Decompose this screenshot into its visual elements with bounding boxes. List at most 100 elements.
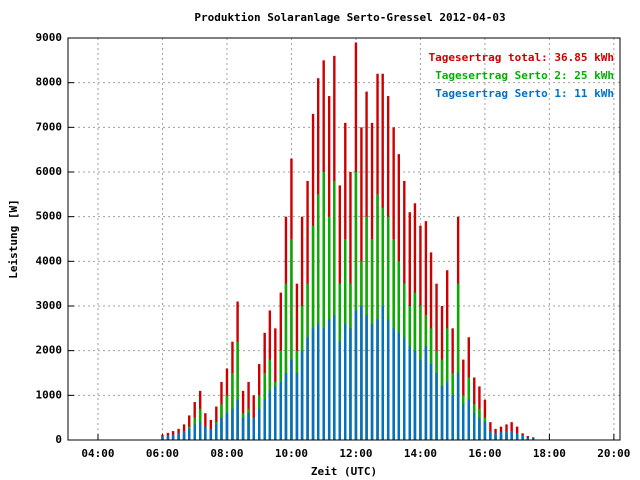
bar (300, 350, 304, 440)
bar (274, 386, 277, 440)
bar (344, 323, 347, 440)
bar (225, 413, 229, 440)
bar (403, 337, 406, 440)
y-tick-label: 1000 (36, 388, 63, 401)
y-tick-label: 4000 (36, 254, 63, 267)
bar (419, 359, 422, 440)
bar (424, 346, 428, 440)
bar (204, 426, 207, 440)
x-tick-label: 14:00 (404, 447, 437, 460)
bar (521, 435, 524, 440)
bar (198, 422, 202, 440)
bar (284, 283, 288, 440)
y-tick-label: 3000 (36, 299, 63, 312)
legend-entry: Tagesertrag Serto 1: 11 kWh (435, 87, 614, 100)
legend-entry: Tagesertrag Serto 2: 25 kWh (435, 69, 614, 82)
bar (188, 428, 191, 440)
y-tick-label: 5000 (36, 210, 63, 223)
x-tick-label: 16:00 (468, 447, 501, 460)
x-axis-label: Zeit (UTC) (311, 465, 377, 478)
bar (386, 319, 390, 440)
bar (499, 431, 503, 440)
bar (376, 319, 379, 440)
bar (494, 433, 497, 440)
bar (397, 332, 401, 440)
bar (478, 417, 481, 440)
y-tick-label: 6000 (36, 165, 63, 178)
bar (515, 433, 519, 440)
bar (317, 323, 320, 440)
bar (231, 373, 234, 440)
bar (268, 390, 272, 440)
y-tick-label: 0 (55, 433, 62, 446)
bar (322, 328, 325, 440)
bar (182, 431, 186, 440)
bar (311, 328, 315, 440)
x-tick-label: 10:00 (275, 447, 308, 460)
bar (333, 180, 336, 440)
bar (306, 337, 309, 440)
y-tick-label: 9000 (36, 31, 63, 44)
bar (456, 283, 460, 440)
bar (166, 435, 170, 440)
bar (462, 404, 465, 440)
bar (349, 328, 352, 440)
bar (467, 399, 470, 440)
x-tick-label: 04:00 (81, 447, 114, 460)
bar (338, 341, 342, 440)
bar (365, 314, 368, 440)
bar (354, 310, 358, 440)
bar (505, 431, 508, 440)
bar (327, 319, 331, 440)
bar (193, 424, 196, 440)
x-tick-label: 20:00 (597, 447, 630, 460)
bar (317, 194, 320, 440)
bar (489, 431, 492, 440)
bar (241, 417, 245, 440)
plot-frame (67, 37, 621, 441)
bar (526, 437, 529, 440)
bar (440, 386, 444, 440)
bar (333, 314, 336, 440)
bar (532, 438, 535, 440)
bar (252, 417, 255, 440)
bar (483, 422, 487, 440)
bar (360, 306, 363, 440)
bar (489, 422, 492, 440)
bar (354, 172, 358, 440)
bar (215, 424, 218, 440)
bar (376, 194, 379, 440)
bar (263, 399, 266, 440)
y-tick-label: 8000 (36, 76, 63, 89)
y-tick-label: 2000 (36, 344, 63, 357)
bar (161, 436, 164, 440)
bar (290, 359, 293, 440)
bar (171, 434, 175, 440)
bar (451, 395, 454, 440)
bar (429, 364, 433, 440)
chart-title: Produktion Solaranlage Serto-Gressel 201… (194, 11, 505, 24)
bar (408, 346, 411, 440)
bar (284, 373, 288, 440)
bar (220, 417, 223, 440)
x-tick-label: 12:00 (339, 447, 372, 460)
y-axis-label: Leistung [W] (7, 199, 20, 278)
y-tick-label: 7000 (36, 120, 63, 133)
bar (236, 341, 239, 440)
bar (392, 328, 395, 440)
bar (258, 408, 261, 440)
x-tick-label: 18:00 (533, 447, 566, 460)
bar (445, 381, 449, 440)
bar (279, 381, 283, 440)
bar (322, 172, 325, 440)
bar (510, 422, 513, 440)
bar (247, 413, 250, 440)
bar (231, 408, 234, 440)
bar (236, 399, 239, 440)
bar (510, 431, 513, 440)
bar (435, 373, 438, 440)
bar (413, 350, 417, 440)
bar (177, 433, 180, 440)
bar (209, 428, 213, 440)
